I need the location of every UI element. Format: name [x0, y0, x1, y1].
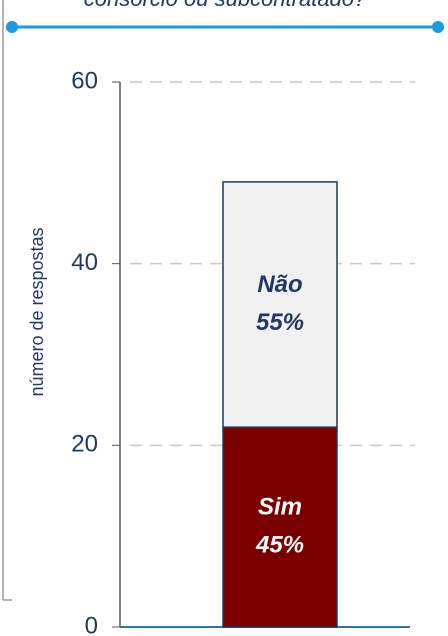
segment-name: Sim [258, 493, 302, 520]
y-tick-label: 0 [85, 612, 98, 636]
y-tick-label: 60 [71, 67, 98, 94]
segment-share: 55% [256, 309, 304, 336]
rule-dot [6, 21, 18, 33]
y-tick-label: 40 [71, 249, 98, 276]
rule-dot [432, 21, 444, 33]
bar-segment [222, 426, 338, 628]
y-tick-label: 20 [71, 431, 98, 458]
y-axis-label: número de respostas [27, 227, 47, 396]
segment-share: 45% [255, 531, 304, 558]
chart-title: consórcio ou subcontratado? [84, 0, 367, 11]
segment-name: Não [257, 271, 302, 298]
bar-segment [222, 181, 338, 428]
